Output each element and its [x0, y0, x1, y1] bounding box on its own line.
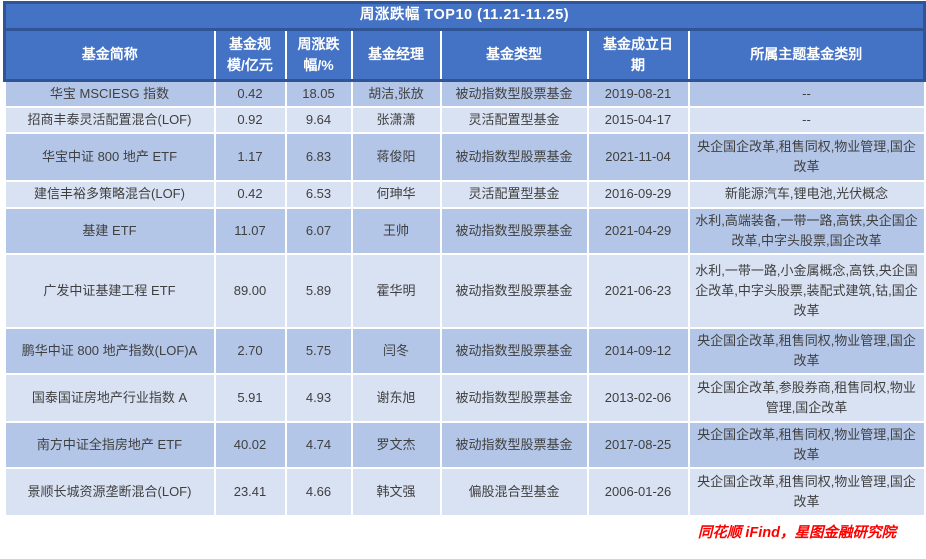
cell-scale: 0.92: [213, 106, 287, 135]
column-header-2: 周涨跌幅/%: [284, 28, 353, 82]
fund-table: 周涨跌幅 TOP10 (11.21-11.25) 基金简称 基金规模/亿元 周涨跌幅…: [3, 1, 926, 518]
cell-change: 9.64: [284, 106, 353, 135]
table-row: 华宝中证 800 地产 ETF 1.17 6.83 蒋俊阳 被动指数型股票基金 2021-…: [3, 132, 926, 183]
cell-scale: 23.41: [213, 467, 287, 518]
cell-type: 灵活配置型基金: [439, 180, 589, 209]
cell-change: 5.89: [284, 252, 353, 329]
cell-manager: 蒋俊阳: [350, 132, 442, 183]
cell-name: 南方中证全指房地产 ETF: [3, 421, 216, 470]
cell-change: 6.83: [284, 132, 353, 183]
cell-type: 被动指数型股票基金: [439, 421, 589, 470]
cell-scale: 5.91: [213, 373, 287, 424]
cell-manager: 闫冬: [350, 326, 442, 376]
cell-change: 4.93: [284, 373, 353, 424]
cell-manager: 霍华明: [350, 252, 442, 329]
column-header-0: 基金简称: [3, 28, 216, 82]
cell-manager: 何珅华: [350, 180, 442, 209]
column-header-5: 基金成立日期: [586, 28, 690, 82]
table-row: 招商丰泰灵活配置混合(LOF) 0.92 9.64 张潇潇 灵活配置型基金 2015-04…: [3, 106, 926, 135]
cell-manager: 王帅: [350, 206, 442, 255]
cell-name: 基建 ETF: [3, 206, 216, 255]
cell-date: 2019-08-21: [586, 79, 690, 109]
table-row: 景顺长城资源垄断混合(LOF) 23.41 4.66 韩文强 偏股混合型基金 2006-0…: [3, 467, 926, 518]
column-header-6: 所属主题基金类别: [687, 28, 926, 82]
cell-manager: 胡洁,张放: [350, 79, 442, 109]
cell-type: 被动指数型股票基金: [439, 373, 589, 424]
table-row: 华宝 MSCIESG 指数 0.42 18.05 胡洁,张放 被动指数型股票基金 2019…: [3, 79, 926, 109]
cell-date: 2021-04-29: [586, 206, 690, 255]
cell-manager: 谢东旭: [350, 373, 442, 424]
cell-themes: --: [687, 79, 926, 109]
cell-change: 4.66: [284, 467, 353, 518]
cell-scale: 40.02: [213, 421, 287, 470]
cell-scale: 1.17: [213, 132, 287, 183]
table-row: 鹏华中证 800 地产指数(LOF)A 2.70 5.75 闫冬 被动指数型股票基金 20…: [3, 326, 926, 376]
cell-themes: 央企国企改革,租售同权,物业管理,国企改革: [687, 467, 926, 518]
cell-type: 被动指数型股票基金: [439, 132, 589, 183]
column-header-3: 基金经理: [350, 28, 442, 82]
cell-date: 2021-06-23: [586, 252, 690, 329]
cell-name: 招商丰泰灵活配置混合(LOF): [3, 106, 216, 135]
source-attribution: 同花顺 iFind，星图金融研究院: [697, 525, 896, 542]
cell-name: 建信丰裕多策略混合(LOF): [3, 180, 216, 209]
cell-change: 4.74: [284, 421, 353, 470]
cell-change: 6.53: [284, 180, 353, 209]
cell-type: 灵活配置型基金: [439, 106, 589, 135]
table-row: 南方中证全指房地产 ETF 40.02 4.74 罗文杰 被动指数型股票基金 2017-0…: [3, 421, 926, 470]
cell-themes: 央企国企改革,参股券商,租售同权,物业管理,国企改革: [687, 373, 926, 424]
cell-date: 2021-11-04: [586, 132, 690, 183]
table-row: 建信丰裕多策略混合(LOF) 0.42 6.53 何珅华 灵活配置型基金 2016-09-…: [3, 180, 926, 209]
title-row: 周涨跌幅 TOP10 (11.21-11.25): [3, 1, 926, 31]
cell-type: 被动指数型股票基金: [439, 206, 589, 255]
cell-name: 景顺长城资源垄断混合(LOF): [3, 467, 216, 518]
cell-themes: 水利,高端装备,一带一路,高铁,央企国企改革,中字头股票,国企改革: [687, 206, 926, 255]
table-title: 周涨跌幅 TOP10 (11.21-11.25): [3, 1, 926, 31]
cell-scale: 89.00: [213, 252, 287, 329]
table-body: 华宝 MSCIESG 指数 0.42 18.05 胡洁,张放 被动指数型股票基金 2019…: [3, 79, 926, 518]
cell-themes: --: [687, 106, 926, 135]
cell-name: 广发中证基建工程 ETF: [3, 252, 216, 329]
cell-themes: 新能源汽车,锂电池,光伏概念: [687, 180, 926, 209]
cell-scale: 2.70: [213, 326, 287, 376]
cell-change: 5.75: [284, 326, 353, 376]
cell-themes: 央企国企改革,租售同权,物业管理,国企改革: [687, 421, 926, 470]
cell-manager: 罗文杰: [350, 421, 442, 470]
table-row: 基建 ETF 11.07 6.07 王帅 被动指数型股票基金 2021-04-29 水利,高…: [3, 206, 926, 255]
cell-name: 国泰国证房地产行业指数 A: [3, 373, 216, 424]
table-header: 周涨跌幅 TOP10 (11.21-11.25) 基金简称 基金规模/亿元 周涨跌幅…: [3, 1, 926, 82]
cell-name: 鹏华中证 800 地产指数(LOF)A: [3, 326, 216, 376]
column-header-row: 基金简称 基金规模/亿元 周涨跌幅/% 基金经理 基金类型 基金成立日期 所属主题基金类别: [3, 28, 926, 82]
table-row: 广发中证基建工程 ETF 89.00 5.89 霍华明 被动指数型股票基金 2021-06…: [3, 252, 926, 329]
cell-themes: 央企国企改革,租售同权,物业管理,国企改革: [687, 132, 926, 183]
cell-manager: 韩文强: [350, 467, 442, 518]
cell-change: 18.05: [284, 79, 353, 109]
cell-name: 华宝 MSCIESG 指数: [3, 79, 216, 109]
cell-themes: 水利,一带一路,小金属概念,高铁,央企国企改革,中字头股票,装配式建筑,钴,国企…: [687, 252, 926, 329]
cell-date: 2017-08-25: [586, 421, 690, 470]
cell-date: 2014-09-12: [586, 326, 690, 376]
cell-scale: 0.42: [213, 79, 287, 109]
cell-manager: 张潇潇: [350, 106, 442, 135]
cell-type: 被动指数型股票基金: [439, 326, 589, 376]
cell-scale: 11.07: [213, 206, 287, 255]
cell-date: 2016-09-29: [586, 180, 690, 209]
cell-name: 华宝中证 800 地产 ETF: [3, 132, 216, 183]
cell-type: 被动指数型股票基金: [439, 252, 589, 329]
cell-date: 2013-02-06: [586, 373, 690, 424]
column-header-4: 基金类型: [439, 28, 589, 82]
cell-type: 被动指数型股票基金: [439, 79, 589, 109]
cell-date: 2015-04-17: [586, 106, 690, 135]
cell-themes: 央企国企改革,租售同权,物业管理,国企改革: [687, 326, 926, 376]
cell-scale: 0.42: [213, 180, 287, 209]
table-row: 国泰国证房地产行业指数 A 5.91 4.93 谢东旭 被动指数型股票基金 2013-02…: [3, 373, 926, 424]
cell-date: 2006-01-26: [586, 467, 690, 518]
column-header-1: 基金规模/亿元: [213, 28, 287, 82]
cell-change: 6.07: [284, 206, 353, 255]
cell-type: 偏股混合型基金: [439, 467, 589, 518]
